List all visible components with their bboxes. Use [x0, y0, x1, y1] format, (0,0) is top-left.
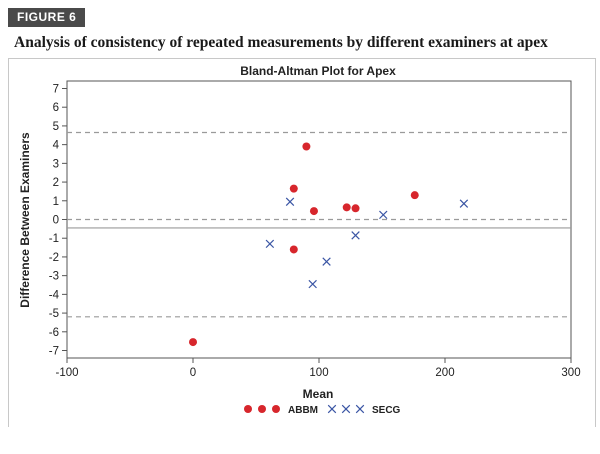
figure-panel [8, 58, 596, 427]
secg-point [351, 231, 360, 240]
secg-point [379, 210, 388, 220]
reference-lines [67, 131, 571, 318]
chart-title: Bland-Altman Plot for Apex [240, 64, 396, 78]
secg-point [285, 197, 295, 206]
y-tick-label: 6 [53, 102, 59, 114]
y-tick-label: 3 [53, 158, 59, 170]
abbm-point [410, 191, 419, 200]
abbm-point [342, 203, 351, 212]
y-tick-label: 0 [53, 215, 59, 227]
x-tick-label: 200 [435, 367, 454, 379]
x-axis-label: Mean [303, 387, 334, 401]
secg-point [308, 279, 317, 289]
y-tick-label: 2 [53, 177, 59, 189]
y-tick-label: -1 [49, 233, 59, 245]
legend: ABBM SECG [244, 404, 401, 416]
x-marker-stroke [341, 404, 351, 414]
x-marker-stroke [265, 239, 275, 249]
y-tick-label: 7 [53, 83, 59, 95]
abbm-point [351, 204, 360, 213]
secg-point [459, 199, 469, 208]
legend-secg-label: SECG [372, 405, 401, 416]
legend-secg-marker [341, 404, 351, 414]
legend-abbm-marker [244, 405, 252, 413]
x-tick-label: 300 [561, 367, 580, 379]
y-tick-label: 5 [53, 121, 59, 133]
x-tick-label: 0 [190, 367, 196, 379]
abbm-point [289, 245, 298, 254]
x-marker-stroke [327, 404, 337, 414]
abbm-point [309, 207, 318, 216]
y-axis-label: Difference Between Examiners [18, 132, 32, 308]
abbm-point [302, 142, 311, 151]
y-tick-label: -7 [49, 346, 59, 358]
x-marker-stroke [351, 231, 360, 240]
legend-secg-marker [327, 404, 337, 414]
y-tick-label: -5 [49, 308, 59, 320]
abbm-point [189, 338, 197, 347]
y-tick-label: -2 [49, 252, 59, 264]
legend-abbm-label: ABBM [288, 405, 318, 416]
x-marker-stroke [459, 199, 469, 208]
x-tick-label: -100 [55, 367, 78, 379]
y-tick-label: 1 [53, 196, 59, 208]
x-marker-stroke [322, 257, 331, 266]
y-tick-label: 4 [53, 140, 60, 152]
legend-abbm-marker [272, 405, 280, 413]
legend-abbm-marker [258, 405, 266, 413]
x-tick-label: 100 [309, 367, 328, 379]
x-marker-stroke [355, 404, 365, 414]
y-axis: 7 6 5 4 3 2 1 0 -1 -2 -3 -4 -5 -6 -7 [49, 83, 67, 358]
x-marker-stroke [308, 279, 317, 289]
abbm-point [289, 184, 298, 193]
x-axis: -100 0 100 200 300 [55, 358, 581, 379]
secg-point [265, 239, 275, 249]
y-tick-label: -6 [49, 327, 59, 339]
y-tick-label: -3 [49, 271, 59, 283]
y-tick-label: -4 [49, 289, 60, 301]
secg-point [322, 257, 331, 266]
x-marker-stroke [285, 197, 295, 206]
figure-title: Analysis of consistency of repeated meas… [14, 34, 548, 51]
legend-secg-marker [355, 404, 365, 414]
figure-label-badge: FIGURE 6 [8, 8, 86, 27]
data-points [189, 142, 469, 347]
x-marker-stroke [379, 210, 388, 220]
